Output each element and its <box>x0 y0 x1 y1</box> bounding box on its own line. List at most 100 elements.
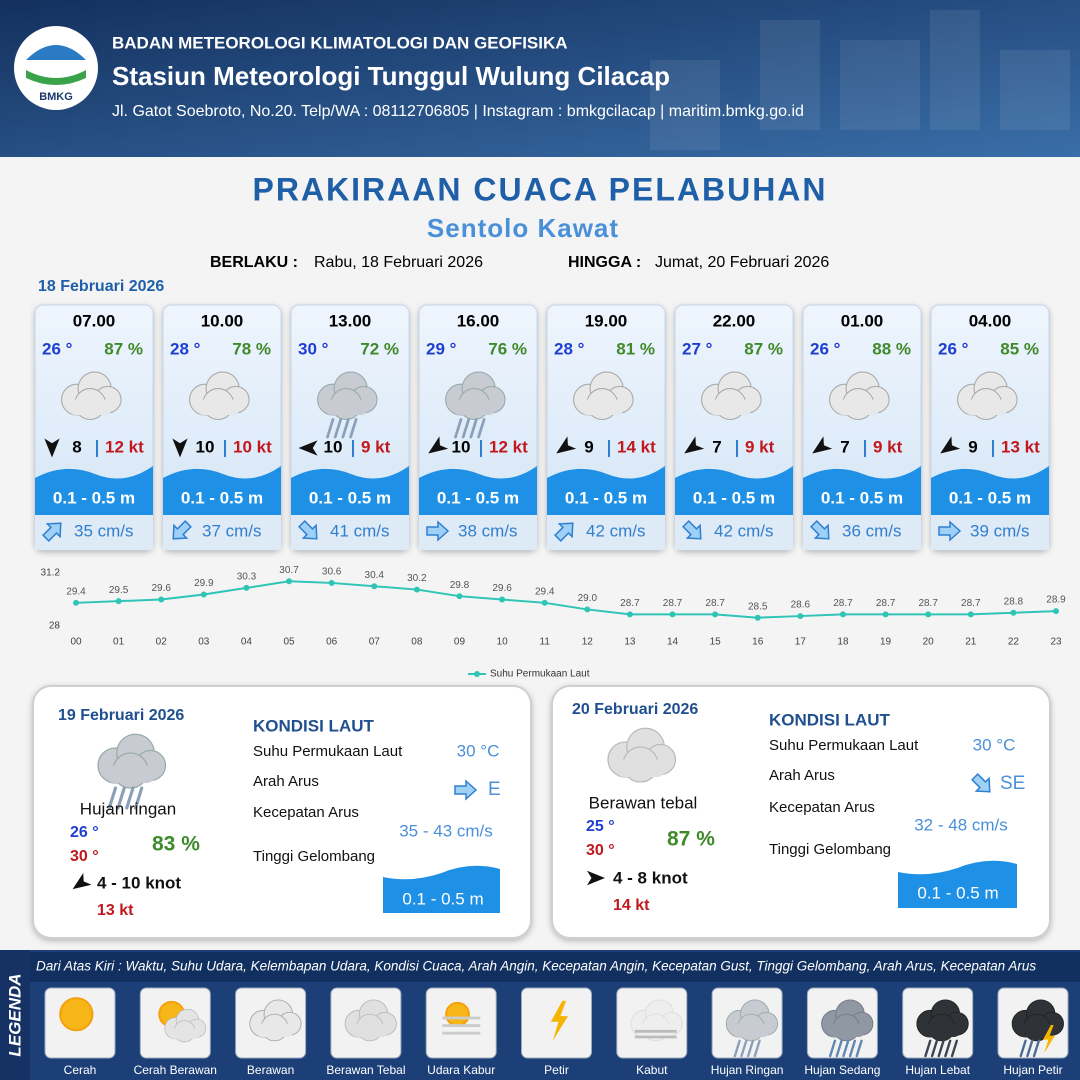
legend-item: Berawan Tebal <box>326 1063 405 1077</box>
cloud-base <box>105 765 156 783</box>
day-box <box>32 685 532 939</box>
wave <box>931 466 1049 515</box>
arrow-head <box>940 436 961 454</box>
weather-icon <box>573 371 634 420</box>
wave-height: 0.1 - 0.5 m <box>53 488 135 507</box>
sea-label: Tinggi Gelombang <box>769 841 891 858</box>
data-label: 28.9 <box>1046 595 1066 606</box>
current-arrow <box>810 520 830 540</box>
data-label: 28.7 <box>663 598 683 609</box>
legend-label: Suhu Permukaan Laut <box>490 669 590 680</box>
data-label: 29.9 <box>194 578 214 589</box>
x-tick-label: 21 <box>965 637 977 648</box>
cloud-base <box>350 1023 389 1037</box>
humidity: 78 % <box>232 339 271 358</box>
valid-from-label: BERLAKU : <box>210 254 298 271</box>
temperature: 27 ° <box>682 339 713 358</box>
current-speed: 37 cm/s <box>202 521 262 540</box>
sun <box>445 1001 470 1027</box>
temp-min: 25 ° <box>586 818 615 835</box>
data-label: 30.4 <box>365 570 385 581</box>
wave <box>291 466 409 515</box>
temperature: 28 ° <box>554 339 585 358</box>
temp-max: 30 ° <box>70 848 99 865</box>
x-tick-label: 20 <box>923 637 935 648</box>
current-direction: E <box>488 779 501 800</box>
legend-item: Berawan <box>247 1063 294 1077</box>
cloud-base <box>452 399 497 415</box>
header-decoration <box>840 40 920 130</box>
weather-icon <box>158 1000 207 1043</box>
header-decoration <box>1000 50 1070 130</box>
current-speed: 35 - 43 cm/s <box>399 821 493 840</box>
gust-speed: 9 kt <box>873 437 903 456</box>
gust-speed: 9 kt <box>361 437 391 456</box>
data-label: 28.7 <box>918 598 938 609</box>
current-speed: 42 cm/s <box>714 521 774 540</box>
x-tick-label: 08 <box>411 637 423 648</box>
data-point <box>754 614 761 621</box>
data-label: 29.4 <box>66 586 86 597</box>
x-tick-label: 06 <box>326 637 338 648</box>
data-point <box>200 591 207 598</box>
day-date: 18 Februari 2026 <box>38 278 164 295</box>
temp-max: 30 ° <box>586 842 615 859</box>
legend-item: Udara Kabur <box>427 1063 495 1077</box>
x-tick-label: 10 <box>497 637 509 648</box>
temp-min: 26 ° <box>70 824 99 841</box>
temperature: 28 ° <box>170 339 201 358</box>
humidity: 87 % <box>667 828 715 851</box>
wind-speed: 9 <box>584 437 593 456</box>
logo-mark <box>26 45 86 60</box>
wind: 4 - 8 knot <box>613 868 688 887</box>
wind-speed: 8 <box>72 437 81 456</box>
station: Stasiun Meteorologi Tunggul Wulung Cilac… <box>112 61 670 91</box>
weather-icon <box>344 999 397 1042</box>
x-tick-label: 16 <box>752 637 764 648</box>
x-tick-label: 01 <box>113 637 125 648</box>
data-point <box>797 613 804 620</box>
x-tick-label: 23 <box>1050 637 1062 648</box>
temperature: 30 ° <box>298 339 329 358</box>
gust-speed: 12 kt <box>489 437 528 456</box>
data-point <box>328 579 335 586</box>
wave <box>163 466 281 515</box>
data-point <box>1010 609 1017 616</box>
wind-speed: 7 <box>840 437 849 456</box>
cloud-base <box>922 1023 961 1037</box>
current-speed: 38 cm/s <box>458 521 518 540</box>
data-point <box>669 611 676 618</box>
organization: BADAN METEOROLOGI KLIMATOLOGI DAN GEOFIS… <box>112 33 568 52</box>
sea-label: Arah Arus <box>253 773 319 790</box>
weather-icon <box>1011 999 1064 1058</box>
header-decoration <box>930 10 980 130</box>
address: Jl. Gatot Soebroto, No.20. Telp/WA : 081… <box>112 103 804 120</box>
weather-icon <box>701 371 762 420</box>
data-point <box>499 596 506 603</box>
x-tick-label: 04 <box>241 637 253 648</box>
humidity: 87 % <box>104 339 143 358</box>
rain-drop <box>828 1039 837 1058</box>
legend-side <box>0 950 30 1080</box>
humidity: 72 % <box>360 339 399 358</box>
wind-arrow <box>556 436 577 454</box>
humidity: 87 % <box>744 339 783 358</box>
arrow-shape <box>971 773 991 793</box>
cloud-base <box>255 1023 294 1037</box>
weather-icon <box>550 1000 568 1041</box>
weather-icon <box>445 371 506 439</box>
header-background <box>0 0 1080 157</box>
data-label: 30.2 <box>407 573 427 584</box>
wave-height: 0.1 - 0.5 m <box>309 488 391 507</box>
x-tick-label: 22 <box>1008 637 1020 648</box>
arrow-head <box>172 438 188 458</box>
rain-drop <box>1032 1039 1040 1058</box>
cloud-base <box>964 399 1009 415</box>
wave <box>419 466 537 515</box>
rain-drop <box>746 1039 755 1058</box>
rain-drop <box>116 786 126 810</box>
x-tick-label: 09 <box>454 637 466 648</box>
time: 10.00 <box>201 311 244 330</box>
rain-drop <box>1019 1039 1027 1058</box>
rain-drop <box>469 418 478 439</box>
